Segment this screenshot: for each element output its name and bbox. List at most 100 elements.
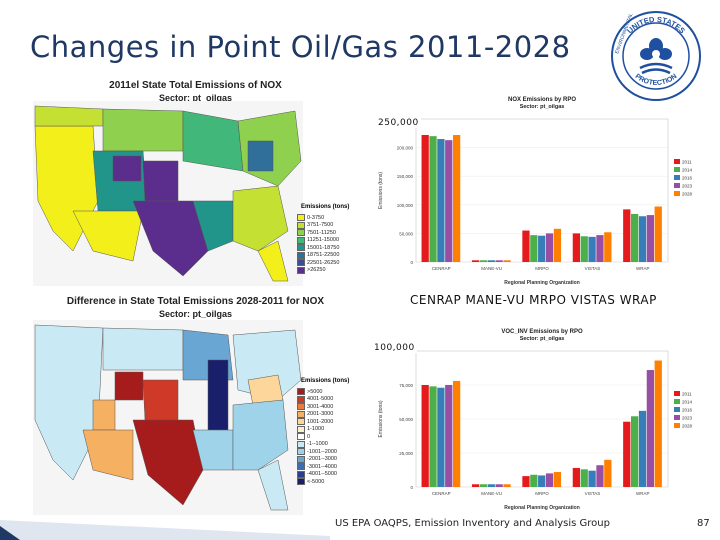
nox-bar-2011	[522, 230, 530, 262]
nox-bar-2028	[452, 135, 461, 262]
map1-region-north-plains	[102, 108, 184, 152]
map1-region-appalachia	[247, 140, 274, 172]
nox-ytick-label: 0	[410, 260, 413, 265]
nox-bar-2016	[437, 139, 445, 262]
map2-legend-item: -1001--2000	[297, 448, 337, 456]
map1-legend-label: 3751-7500	[307, 222, 334, 229]
map2-region-southwest	[82, 429, 134, 481]
map1-legend-label: >26250	[307, 267, 326, 274]
map1-legend-item: 22501-26250	[297, 259, 339, 267]
voc-bar-2028	[553, 472, 562, 487]
voc-ytick-label: 75,000	[399, 383, 413, 388]
voc-bar-2023	[495, 484, 503, 487]
voc-legend-swatch	[674, 399, 680, 404]
map1-region-central	[142, 160, 179, 202]
nox-legend-label: 2023	[682, 184, 693, 189]
map1-legend: 0-3750 3751-7500 7501-11250 11251-15000 1500…	[297, 214, 339, 274]
map1-legend-label: 18751-22500	[307, 252, 340, 259]
nox-ytick-label: 200,000	[397, 146, 414, 151]
voc-bar-2023	[545, 473, 554, 487]
map2-legend-swatch	[297, 448, 305, 456]
voc-bar-2028	[452, 380, 461, 487]
nox-bar-2011	[421, 135, 429, 262]
map2-region-mountain-south	[114, 371, 144, 401]
nox-ylabel: Emissions (tons)	[378, 172, 384, 209]
nox-bar-2028	[553, 228, 562, 262]
map-panel-2011: 2011el State Total Emissions of NOX Sect…	[33, 76, 358, 286]
voc-bar-2016	[437, 387, 445, 487]
map2-legend: >5000 4001-5000 3001-4000 2001-3000 1001-200…	[297, 388, 337, 486]
map2-legend-item: -4001--5000	[297, 470, 337, 479]
map1-legend-item: 11251-15000	[297, 236, 340, 245]
map1-subtitle: Sector: pt_oilgas	[158, 93, 232, 103]
epa-logo: UNITED STATES PROTECTION ENVIRONMENTAL	[610, 10, 702, 102]
nox-bar-2014	[429, 136, 437, 262]
map1-legend-item: 7501-11250	[297, 229, 339, 237]
map1-legend-swatch	[297, 251, 305, 259]
voc-xlabel: Regional Planning Organization	[504, 505, 580, 511]
map2-region-north-plains	[102, 327, 184, 371]
map2-legend-item: 4001-5000	[297, 395, 337, 404]
map1-legend-swatch	[297, 259, 305, 267]
map2-legend-swatch	[297, 403, 305, 411]
nox-legend-swatch	[674, 175, 680, 180]
voc-legend-label: 2014	[682, 400, 693, 405]
voc-xtick-label: MRPO	[535, 491, 549, 496]
voc-bar-2028	[503, 484, 511, 487]
map2-legend-label: -1001--2000	[307, 448, 337, 455]
voc-bar-2011	[522, 476, 530, 487]
nox-legend-swatch	[674, 159, 680, 164]
voc-ytick-label: 50,000	[399, 417, 413, 422]
map1-legend-item: 3751-7500	[297, 221, 339, 230]
nox-bar-2016	[588, 236, 596, 262]
map2-legend-title: Emissions (tons)	[301, 378, 350, 384]
map1-legend-item: 18751-22500	[297, 251, 340, 260]
voc-legend-swatch	[674, 415, 680, 420]
map1-region-south-central	[132, 200, 209, 277]
voc-bar-2014	[429, 386, 437, 487]
nox-xlabel: Regional Planning Organization	[504, 280, 580, 286]
nox-xtick-label: VISTAS	[585, 266, 601, 271]
map2-legend-item: -1--1000	[297, 440, 337, 449]
nox-legend-swatch	[674, 191, 680, 196]
nox-bar-2023	[545, 233, 554, 262]
voc-bar-2014	[580, 469, 588, 487]
map2-legend-swatch	[297, 388, 305, 396]
voc-bar-2014	[530, 474, 538, 487]
voc-bar-2014	[631, 416, 639, 487]
map2-legend-label: 3001-4000	[307, 403, 334, 410]
rpo-caption: CENRAP MANE-VU MRPO VISTAS WRAP	[408, 293, 659, 307]
map1-us-map	[33, 101, 303, 286]
map2-region-south-central	[132, 419, 204, 506]
voc-ytick-label: 25,000	[399, 451, 413, 456]
nox-bar-2016	[638, 216, 647, 262]
map2-region-southeast	[232, 399, 289, 471]
map2-legend-label: 1-1000	[307, 426, 325, 433]
map2-legend-item: 2001-3000	[297, 410, 337, 419]
nox-ytick-label: 150,000	[397, 174, 414, 179]
map1-legend-label: 0-3750	[307, 214, 325, 221]
map1-legend-title: Emissions (tons)	[301, 204, 350, 210]
map2-legend-label: <-5000	[307, 478, 325, 485]
map1-legend-label: 7501-11250	[307, 229, 336, 236]
page-number: 87	[697, 518, 710, 529]
map2-legend-item: 1001-2000	[297, 418, 337, 426]
map2-legend-swatch	[297, 395, 305, 403]
map1-legend-label: 11251-15000	[307, 237, 340, 244]
map2-legend-item: 1-1000	[297, 425, 337, 434]
voc-chart-title: VOC_INV Emissions by RPO	[501, 329, 583, 335]
map2-legend-label: -1--1000	[307, 441, 328, 448]
voc-bar-2016	[588, 470, 596, 487]
voc-bar-2011	[471, 484, 480, 487]
nox-bar-2016	[487, 260, 495, 262]
nox-legend-label: 2011	[682, 160, 692, 165]
map1-region-mountain-south	[112, 155, 142, 182]
voc-bar-2011	[421, 385, 429, 487]
voc-legend-label: 2011	[682, 392, 692, 397]
map2-legend-label: 0	[307, 433, 311, 440]
map1-legend-label: 15001-18750	[307, 244, 340, 251]
map2-legend-swatch	[297, 478, 305, 486]
footer-decoration	[0, 520, 330, 540]
voc-legend-swatch	[674, 423, 680, 428]
